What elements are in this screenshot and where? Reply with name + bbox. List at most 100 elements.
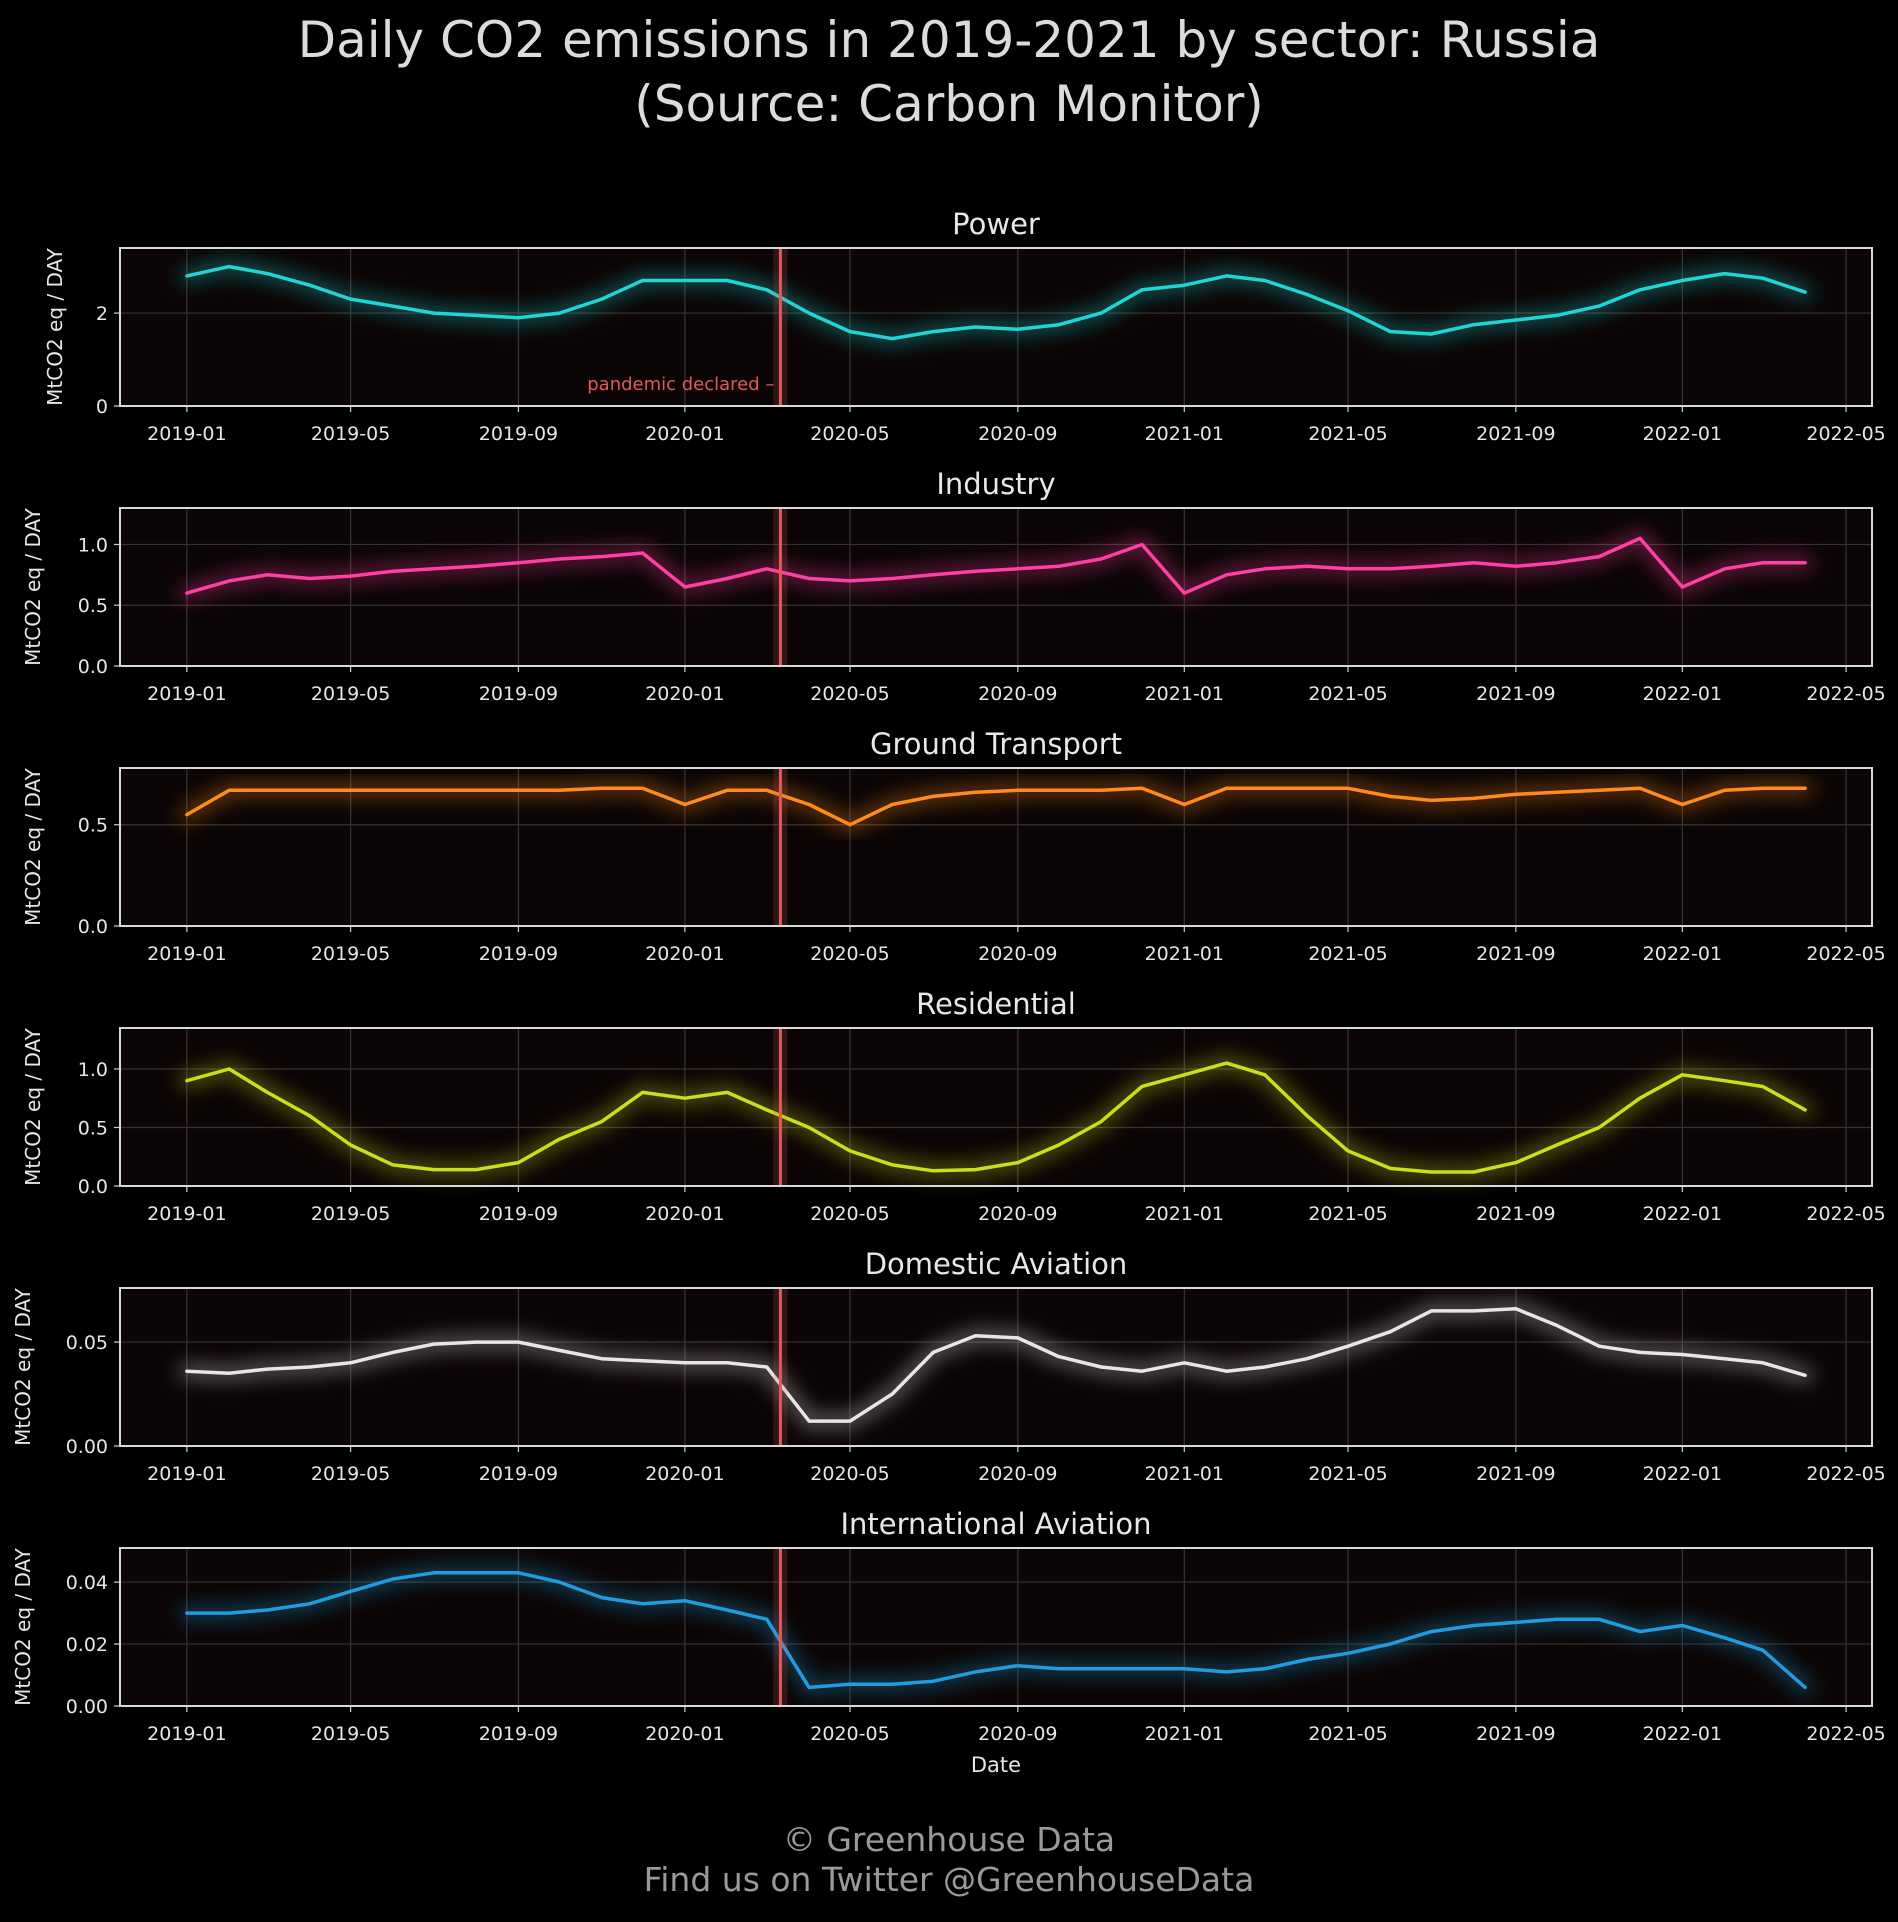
x-tick-label: 2019-09 [479,1723,558,1745]
y-tick-label: 0.5 [78,815,108,837]
x-tick-label: 2020-01 [645,1203,724,1225]
x-tick-label: 2020-05 [810,943,889,965]
x-tick-label: 2021-01 [1145,683,1224,705]
y-tick-label: 0.04 [66,1572,108,1594]
chart-title: Daily CO2 emissions in 2019-2021 by sect… [0,8,1898,136]
panel-industry: 2019-01 2019-05 2019-09 2020-01 2020-05 2020-… [21,467,1886,705]
x-tick-label: 2022-05 [1806,683,1885,705]
plot-background [120,1288,1872,1446]
x-tick-label: 2022-01 [1643,1723,1722,1745]
x-tick-label: 2022-01 [1643,1463,1722,1485]
plot-frame [119,767,1873,927]
y-tick-label: 0 [96,396,108,418]
series-line [185,1571,1807,1690]
panel-domestic-aviation: 2019-01 2019-05 2019-09 2020-01 2020-05 2020-… [11,1247,1886,1485]
title-line-2: (Source: Carbon Monitor) [634,75,1264,133]
x-tick-label: 2019-05 [311,943,390,965]
y-axis-label: MtCO2 eq / DAY [11,1287,35,1446]
x-tick-label: 2020-09 [978,1463,1057,1485]
x-tick-label: 2021-05 [1308,943,1387,965]
x-tick-label: 2020-05 [810,683,889,705]
plot-frame [119,1027,1873,1187]
x-tick-label: 2019-05 [311,683,390,705]
panel-title: Power [952,207,1040,241]
y-tick-label: 0.5 [78,595,108,617]
y-tick-label: 0.02 [66,1634,108,1656]
y-tick-label: 2 [96,303,108,325]
x-tick-label: 2021-01 [1145,423,1224,445]
y-axis-label: MtCO2 eq / DAY [11,1547,35,1706]
series-line [185,786,1807,827]
x-tick-label: 2022-01 [1643,943,1722,965]
panel-title: Residential [916,987,1076,1021]
x-tick-label: 2021-01 [1145,1203,1224,1225]
footer-copyright: © Greenhouse Data [782,1820,1116,1859]
plot-background [120,508,1872,666]
y-axis-label: MtCO2 eq / DAY [21,507,45,666]
x-tick-label: 2020-05 [810,423,889,445]
x-tick-label: 2019-05 [311,1463,390,1485]
y-tick-label: 0.00 [66,1696,108,1718]
x-tick-label: 2019-09 [479,1203,558,1225]
series-line [185,536,1807,595]
y-tick-label: 0.05 [66,1332,108,1354]
x-tick-label: 2019-01 [147,1203,226,1225]
x-tick-label: 2020-05 [810,1203,889,1225]
x-tick-label: 2019-09 [479,683,558,705]
x-tick-label: 2019-01 [147,423,226,445]
panel-title: International Aviation [841,1507,1152,1541]
x-tick-label: 2020-09 [978,943,1057,965]
panel-title: Ground Transport [870,727,1122,761]
plot-frame [119,1287,1873,1447]
x-tick-label: 2019-01 [147,683,226,705]
y-axis-label: MtCO2 eq / DAY [21,767,45,926]
x-tick-label: 2022-01 [1643,423,1722,445]
x-tick-label: 2021-09 [1476,423,1555,445]
x-tick-label: 2021-05 [1308,1463,1387,1485]
x-tick-label: 2022-05 [1806,1203,1885,1225]
x-tick-label: 2021-09 [1476,1463,1555,1485]
x-tick-label: 2022-05 [1806,1463,1885,1485]
panel-title: Domestic Aviation [865,1247,1128,1281]
x-tick-label: 2019-01 [147,943,226,965]
x-tick-label: 2021-05 [1308,683,1387,705]
series-line [185,264,1807,341]
x-tick-label: 2022-05 [1806,1723,1885,1745]
plot-frame [119,1547,1873,1707]
series-line [185,1061,1807,1174]
footer-twitter: Find us on Twitter @GreenhouseData [643,1860,1255,1899]
x-tick-label: 2019-09 [479,943,558,965]
x-tick-label: 2020-05 [810,1723,889,1745]
x-tick-label: 2021-01 [1145,943,1224,965]
panel-title: Industry [936,467,1055,501]
x-tick-label: 2020-01 [645,1463,724,1485]
plot-frame [119,247,1873,407]
y-tick-label: 0.00 [66,1436,108,1458]
plot-frame [119,507,1873,667]
x-tick-label: 2022-01 [1643,683,1722,705]
panel-international-aviation: 2019-01 2019-05 2019-09 2020-01 2020-05 2020-… [11,1507,1886,1745]
x-tick-label: 2020-01 [645,1723,724,1745]
x-tick-label: 2019-05 [311,1723,390,1745]
x-tick-label: 2020-01 [645,683,724,705]
x-tick-label: 2020-09 [978,1203,1057,1225]
x-tick-label: 2020-01 [645,943,724,965]
y-tick-label: 1.0 [78,534,108,556]
x-tick-label: 2019-09 [479,423,558,445]
pandemic-annotation: pandemic declared – [587,374,774,395]
y-axis-label: MtCO2 eq / DAY [43,247,67,406]
x-axis-label: Date [971,1753,1021,1777]
x-tick-label: 2021-09 [1476,943,1555,965]
x-tick-label: 2021-05 [1308,1723,1387,1745]
x-tick-label: 2022-01 [1643,1203,1722,1225]
x-tick-label: 2019-05 [311,423,390,445]
footer: © Greenhouse Data Find us on Twitter @Gr… [0,1820,1898,1900]
y-axis-label: MtCO2 eq / DAY [21,1027,45,1186]
panel-ground-transport: 2019-01 2019-05 2019-09 2020-01 2020-05 2020-… [21,727,1886,965]
x-tick-label: 2020-01 [645,423,724,445]
x-tick-label: 2020-09 [978,423,1057,445]
y-tick-label: 0.5 [78,1117,108,1139]
y-tick-label: 0.0 [78,656,108,678]
series-line [185,1307,1807,1423]
